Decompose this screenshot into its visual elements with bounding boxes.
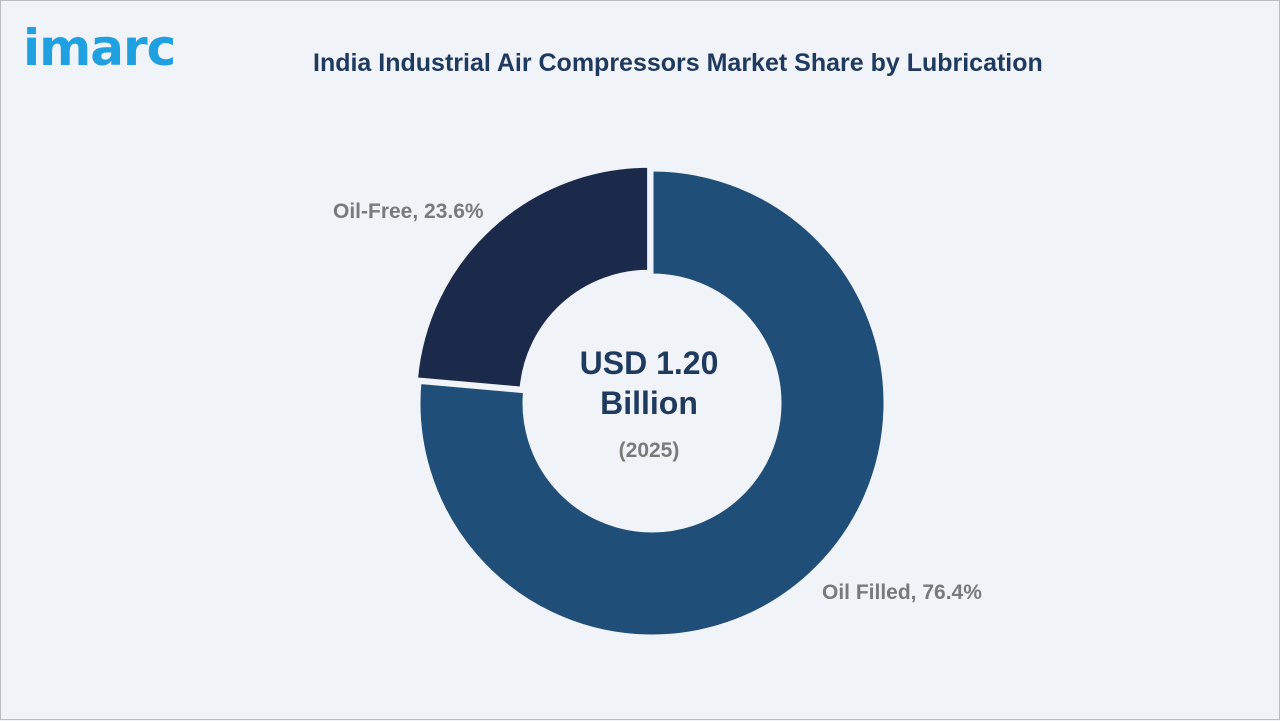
slice-label-oil-free: Oil-Free, 23.6%	[333, 200, 484, 223]
slice-label-oil-filled: Oil Filled, 76.4%	[822, 581, 982, 604]
donut-slice-oil-filled	[417, 168, 887, 638]
chart-title: India Industrial Air Compressors Market …	[313, 49, 1043, 77]
center-year: (2025)	[618, 439, 680, 462]
donut-slice-oil-free	[414, 164, 651, 390]
imarc-logo: imarc	[23, 19, 176, 77]
center-value: USD 1.20 Billion	[579, 345, 719, 421]
